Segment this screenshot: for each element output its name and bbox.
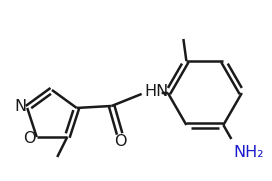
Text: O: O — [115, 134, 127, 150]
Text: O: O — [23, 131, 36, 146]
Text: NH₂: NH₂ — [233, 145, 264, 160]
Text: HN: HN — [145, 85, 169, 100]
Text: N: N — [14, 99, 26, 114]
